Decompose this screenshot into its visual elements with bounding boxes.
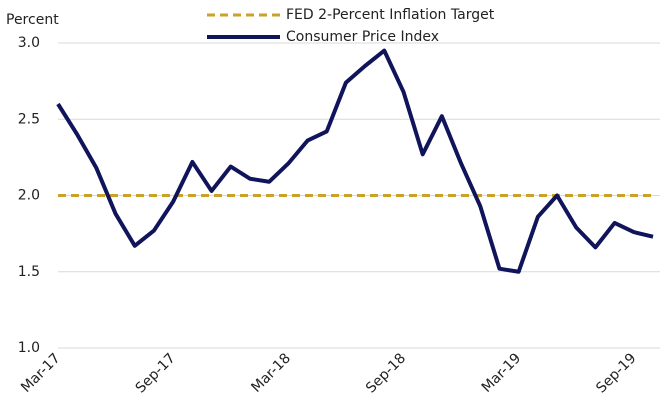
legend-label: FED 2-Percent Inflation Target (286, 7, 495, 23)
x-tick-label: Mar-18 (248, 350, 294, 396)
line-series (56, 48, 654, 274)
legend-label: Consumer Price Index (286, 29, 439, 45)
y-tick-label: 2.5 (18, 111, 40, 127)
y-tick-label: 3.0 (18, 35, 40, 51)
y-tick-label: 1.0 (18, 340, 40, 356)
x-tick-label: Sep-19 (593, 350, 639, 396)
x-tick-label: Mar-19 (479, 350, 525, 396)
y-axis-label: Percent (6, 12, 59, 28)
y-tick-label: 2.0 (18, 188, 40, 204)
x-tick-label: Sep-18 (363, 350, 409, 396)
y-tick-label: 1.5 (18, 264, 40, 280)
x-tick-label: Mar-17 (18, 350, 64, 396)
x-tick-label: Sep-17 (133, 350, 179, 396)
